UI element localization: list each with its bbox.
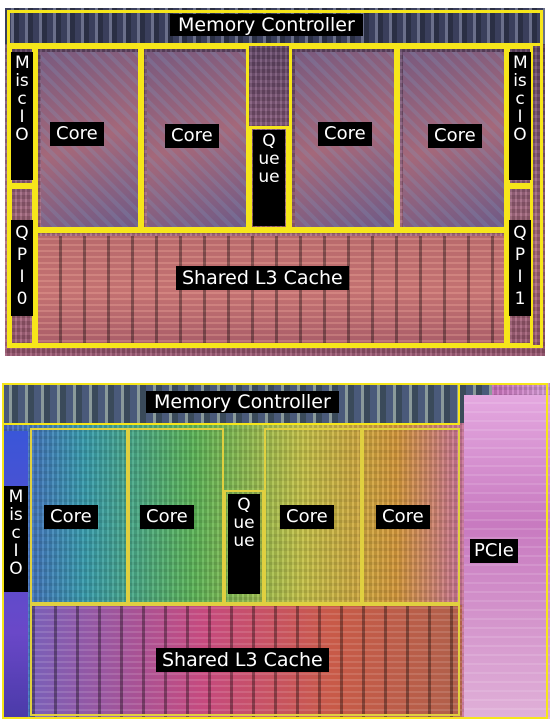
top-core-4-box [397,46,507,230]
bottom-core-4-label: Core [376,505,430,529]
top-queue-label: Queue [253,130,285,226]
bottom-l3-cache-label: Shared L3 Cache [156,648,329,672]
top-core-4-label: Core [428,124,482,148]
bottom-core-2-box [128,428,224,604]
bottom-queue-box [224,490,264,604]
top-core-3-label: Core [318,122,372,146]
top-qpi-left-box [9,186,35,346]
bottom-core-4-box [362,428,460,604]
top-qpi-left-label: QPI 0 [11,220,33,316]
top-core-2-label: Core [165,124,219,148]
bottom-pcie-label: PCIe [470,539,518,563]
top-l3-cache-label: Shared L3 Cache [176,266,349,290]
bottom-core-2-label: Core [140,505,194,529]
bottom-memory-controller-label: Memory Controller [146,391,339,413]
top-misc-io-left-box [9,46,35,186]
top-misc-io-right-label: Misc IO [509,52,531,180]
top-misc-io-left-label: Misc IO [11,52,33,180]
top-qpi-right-box [507,186,533,346]
top-memory-controller-box [7,10,543,46]
top-qpi-right-label: QPI 1 [509,220,531,316]
bottom-misc-io-label: Misc IO [4,486,28,592]
bottom-core-1-box [30,428,128,604]
top-l3-cache-box [35,230,507,346]
top-core-1-box [35,46,141,230]
top-core-3-box [289,46,397,230]
top-misc-io-right-box [507,46,533,186]
top-queue-box [249,126,289,230]
top-core-1-label: Core [50,122,104,146]
bottom-memory-controller-box [2,383,460,425]
bottom-queue-label: Queue [228,494,260,594]
bottom-l3-cache-box [30,604,460,716]
bottom-core-1-label: Core [44,505,98,529]
bottom-core-3-box [264,428,362,604]
bottom-core-3-label: Core [280,505,334,529]
top-core-2-box [141,46,249,230]
top-memory-controller-label: Memory Controller [170,14,363,36]
